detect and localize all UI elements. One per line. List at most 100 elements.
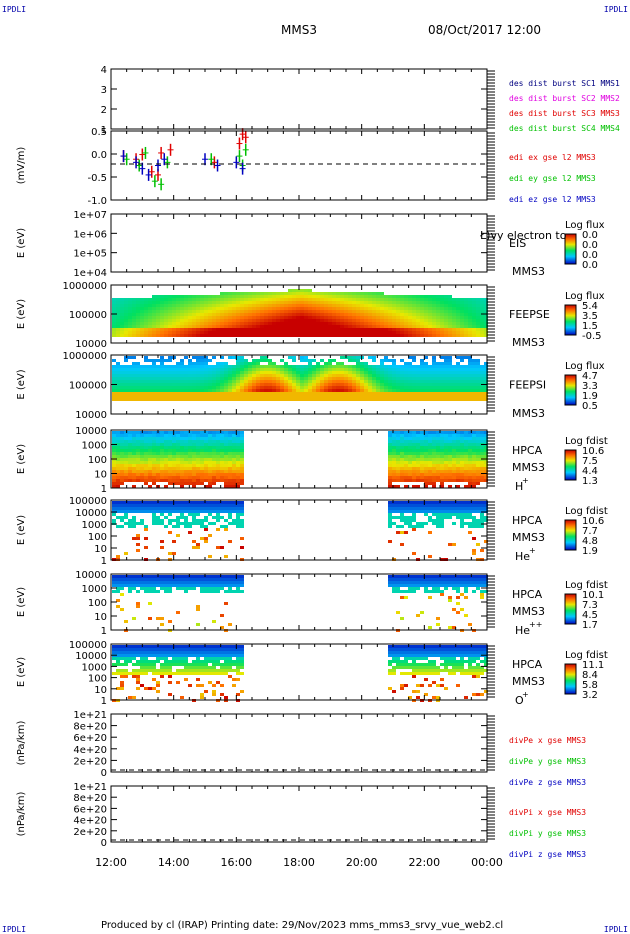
hpca-h-spectrogram-cell	[164, 434, 168, 437]
feepse-spectrogram-cell	[152, 310, 156, 313]
feepsi-spectrogram-cell	[480, 398, 484, 401]
hpca-h-spectrogram-cell	[124, 434, 128, 437]
hpca-h-spectrogram-cell	[480, 434, 484, 437]
feepse-spectrogram-cell	[148, 298, 152, 301]
hpca-h-spectrogram-cell	[180, 467, 184, 470]
feepse-spectrogram-cell	[240, 310, 244, 313]
hpca-h-spectrogram-cell	[144, 452, 148, 455]
hpca-he-spectrogram-cell	[396, 516, 400, 519]
feepsi-spectrogram-cell	[416, 398, 420, 401]
feepse-spectrogram-cell	[356, 292, 360, 295]
feepsi-spectrogram-cell	[240, 398, 244, 401]
hpca-he-spectrogram-cell	[228, 507, 232, 510]
feepse-spectrogram-cell	[204, 301, 208, 304]
hpca-h-spectrogram-cell	[240, 473, 244, 476]
feepsi-spectrogram-cell	[320, 371, 324, 374]
hpca-hepp-spectrogram-cell	[228, 581, 232, 584]
feepsi-spectrogram-cell	[144, 383, 148, 386]
feepsi-spectrogram-cell	[476, 395, 480, 398]
hpca-h-spectrogram-cell	[448, 479, 452, 482]
feepsi-spectrogram-cell	[396, 368, 400, 371]
feepse-spectrogram-cell	[472, 334, 476, 337]
feepse-spectrogram-cell	[368, 313, 372, 316]
hpca-he-spectrogram-cell	[424, 510, 428, 513]
feepsi-spectrogram-cell	[460, 371, 464, 374]
hpca-h-spectrogram-cell	[480, 479, 484, 482]
hpca-hepp-spectrogram-cell	[160, 578, 164, 581]
feepse-spectrogram-cell	[312, 328, 316, 331]
hpca-he-spectrogram-cell	[132, 510, 136, 513]
hpca-o-spectrogram-cell	[144, 666, 148, 669]
feepsi-spectrogram-cell	[340, 380, 344, 383]
hpca-h-spectrogram-cell	[216, 440, 220, 443]
hpca-h-spectrogram-cell	[144, 431, 148, 434]
feepsi-spectrogram-cell	[204, 392, 208, 395]
hpca-o-spectrogram-cell	[168, 666, 172, 669]
feepse-spectrogram-cell	[192, 325, 196, 328]
hpca-o-spectrogram-cell	[232, 663, 236, 666]
hpca-o-spectrogram-cell	[128, 696, 132, 699]
hpca-o-spectrogram-cell	[424, 666, 428, 669]
hpca-hepp-spectrogram-cell	[232, 581, 236, 584]
feepsi-spectrogram-cell	[360, 383, 364, 386]
hpca-hepp-spectrogram-cell	[424, 581, 428, 584]
hpca-h-spectrogram-cell	[408, 458, 412, 461]
hpca-h-spectrogram-cell	[448, 485, 452, 488]
feepse-spectrogram-cell	[384, 304, 388, 307]
hpca-he-spectrogram-cell	[204, 537, 208, 540]
feepse-spectrogram-cell	[308, 331, 312, 334]
feepse-spectrogram-cell	[304, 310, 308, 313]
hpca-h-spectrogram-cell	[408, 431, 412, 434]
feepse-spectrogram-cell	[452, 319, 456, 322]
feepse-spectrogram-cell	[348, 295, 352, 298]
feepse-spectrogram-cell	[328, 313, 332, 316]
hpca-hepp-spectrogram-cell	[184, 581, 188, 584]
hpca-o-spectrogram-cell	[112, 645, 116, 648]
hpca-h-spectrogram-cell	[172, 452, 176, 455]
hpca-h-spectrogram-cell	[432, 443, 436, 446]
hpca-h-spectrogram-cell	[388, 482, 392, 485]
feepsi-spectrogram-cell	[324, 386, 328, 389]
feepsi-spectrogram-cell	[372, 371, 376, 374]
feepse-spectrogram-cell	[192, 298, 196, 301]
hpca-he-spectrogram-cell	[408, 516, 412, 519]
feepse-spectrogram-cell	[396, 304, 400, 307]
hpca-hepp-spectrogram-cell	[124, 578, 128, 581]
feepse-spectrogram-cell	[140, 310, 144, 313]
hpca-o-spectrogram-cell	[120, 648, 124, 651]
feepse-spectrogram-cell	[164, 301, 168, 304]
feepsi-spectrogram-cell	[324, 383, 328, 386]
feepse-spectrogram-cell	[252, 292, 256, 295]
feepse-spectrogram-cell	[284, 334, 288, 337]
hpca-o-spectrogram-cell	[124, 657, 128, 660]
hpca-o-spectrogram-cell	[412, 669, 416, 672]
feepse-spectrogram-cell	[116, 310, 120, 313]
feepse-spectrogram-cell	[388, 301, 392, 304]
hpca-o-spectrogram-cell	[436, 645, 440, 648]
hpca-o-spectrogram-cell	[216, 651, 220, 654]
feepsi-spectrogram-cell	[296, 377, 300, 380]
hpca-o-spectrogram-cell	[444, 648, 448, 651]
feepse-spectrogram-cell	[296, 295, 300, 298]
hpca-h-spectrogram-cell	[128, 458, 132, 461]
feepse-spectrogram-cell	[368, 295, 372, 298]
feepsi-spectrogram-cell	[324, 380, 328, 383]
feepsi-spectrogram-cell	[316, 383, 320, 386]
hpca-h-spectrogram-cell	[216, 473, 220, 476]
hpca-h-spectrogram-cell	[124, 452, 128, 455]
feepsi-spectrogram-cell	[432, 386, 436, 389]
hpca-h-spectrogram-cell	[172, 449, 176, 452]
hpca-h-spectrogram-cell	[160, 443, 164, 446]
hpca-h-spectrogram-cell	[432, 461, 436, 464]
feepse-spectrogram-cell	[340, 295, 344, 298]
feepsi-spectrogram-cell	[136, 362, 140, 365]
hpca-h-spectrogram-cell	[136, 476, 140, 479]
hpca-he-spectrogram-cell	[144, 525, 148, 528]
hpca-h-spectrogram-cell	[208, 479, 212, 482]
feepse-spectrogram-cell	[120, 322, 124, 325]
hpca-he-spectrogram-cell	[128, 501, 132, 504]
hpca-he-spectrogram-cell	[180, 516, 184, 519]
hpca-he-spectrogram-cell	[136, 534, 140, 537]
feepse-spectrogram-cell	[484, 319, 488, 322]
hpca-o-spectrogram-cell	[436, 684, 440, 687]
